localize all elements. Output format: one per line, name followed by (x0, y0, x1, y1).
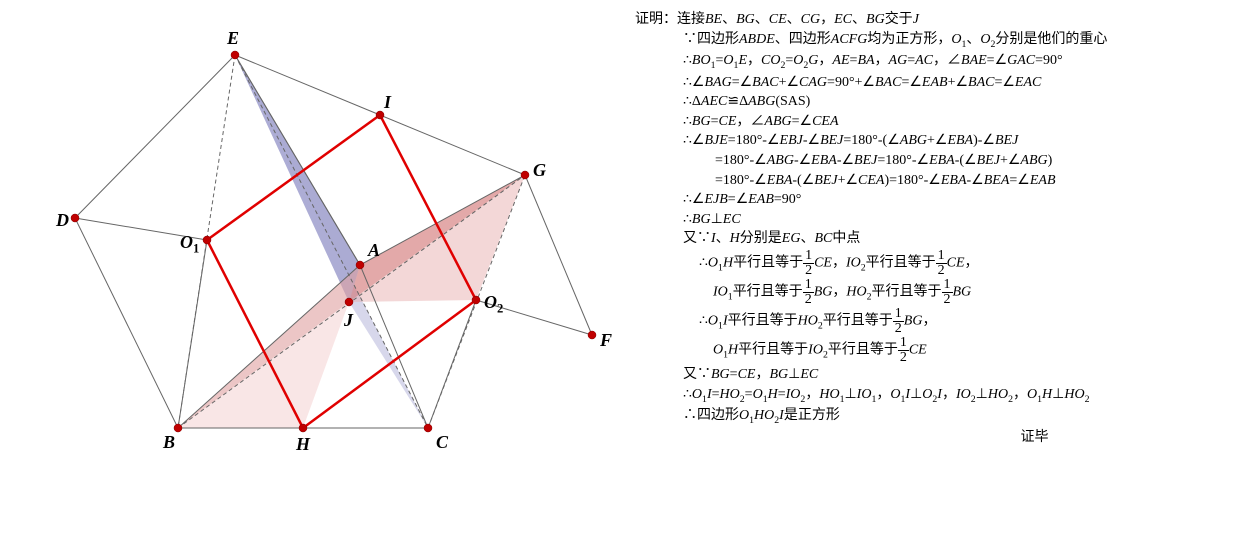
point-label-H: H (296, 434, 310, 455)
proof-qed: 证毕 (635, 428, 1234, 448)
point-label-D: D (56, 210, 69, 231)
point-label-B: B (163, 432, 175, 453)
point-label-A: A (368, 240, 380, 261)
proof-line-6: ∴∠BJE=180°-∠EBJ-∠BEJ=180°-(∠ABG+∠EBA)-∠B… (635, 131, 1234, 151)
point-label-O2: O2 (484, 292, 503, 317)
proof-line-1: ∵四边形ABDE、四边形ACFG均为正方形，O1、O2分别是他们的重心 (635, 30, 1234, 52)
proof-line-9: ∴∠EJB=∠EAB=90° (635, 190, 1234, 210)
proof-line-0: 证明：连接BE、BG、CE、CG，EC、BG交于J (635, 10, 1234, 30)
proof-line-14: ∴O1I平行且等于HO2平行且等于12BG， (635, 307, 1234, 336)
proof-line-12: ∴O1H平行且等于12CE，IO2平行且等于12CE， (635, 249, 1234, 278)
proof-text: 证明：连接BE、BG、CE、CG，EC、BG交于J∵四边形ABDE、四边形ACF… (630, 0, 1239, 553)
proof-line-18: ∴四边形O1HO2I是正方形 (635, 406, 1234, 428)
proof-line-5: ∴BG=CE，∠ABG=∠CEA (635, 112, 1234, 132)
proof-line-3: ∴∠BAG=∠BAC+∠CAG=90°+∠BAC=∠EAB+∠BAC=∠EAC (635, 73, 1234, 93)
point-label-F: F (600, 330, 612, 351)
geometry-diagram: A B C D E F G H I J O1 O2 (0, 0, 630, 553)
point-label-C: C (436, 432, 448, 453)
proof-line-2: ∴BO1=O1E，CO2=O2G，AE=BA，AG=AC，∠BAE=∠GAC=9… (635, 51, 1234, 73)
proof-line-4: ∴ΔAEC≌ΔABG(SAS) (635, 92, 1234, 112)
point-label-O1: O1 (180, 232, 199, 257)
proof-line-13: IO1平行且等于12BG，HO2平行且等于12BG (635, 278, 1234, 307)
proof-line-15: O1H平行且等于IO2平行且等于12CE (635, 336, 1234, 365)
point-label-I: I (384, 92, 391, 113)
diagram-svg (0, 0, 630, 553)
proof-line-16: 又∵BG=CE，BG⊥EC (635, 365, 1234, 385)
proof-line-11: 又∵I、H分别是EG、BC中点 (635, 229, 1234, 249)
point-label-E: E (227, 28, 239, 49)
proof-line-17: ∴O1I=HO2=O1H=IO2，HO1⊥IO1，O1I⊥O2I，IO2⊥HO2… (635, 385, 1234, 407)
point-label-J: J (344, 310, 353, 331)
proof-line-7: =180°-∠ABG-∠EBA-∠BEJ=180°-∠EBA-(∠BEJ+∠AB… (635, 151, 1234, 171)
proof-line-8: =180°-∠EBA-(∠BEJ+∠CEA)=180°-∠EBA-∠BEA=∠E… (635, 171, 1234, 191)
point-label-G: G (533, 160, 546, 181)
proof-line-10: ∴BG⊥EC (635, 210, 1234, 230)
